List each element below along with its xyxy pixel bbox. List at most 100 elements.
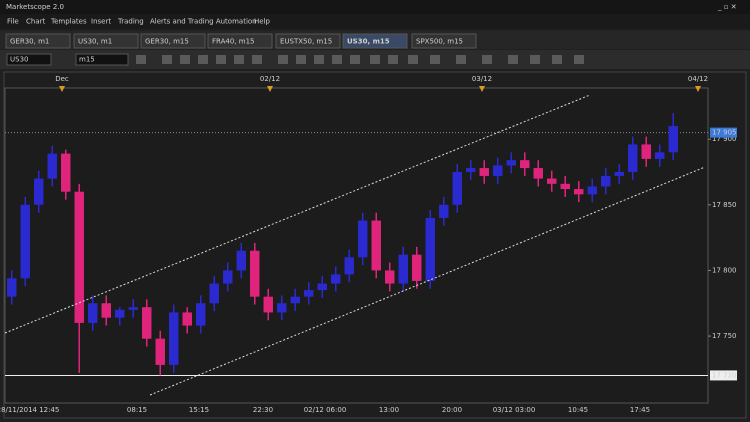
x-tick-label: 20:00 — [442, 406, 462, 414]
tab-label: EUSTX50, m15 — [280, 38, 332, 46]
tab-label: US30, m1 — [78, 38, 112, 46]
tab[interactable] — [275, 33, 341, 49]
candle-body — [560, 183, 570, 190]
candle-body — [263, 296, 273, 313]
timeframe-select[interactable] — [75, 53, 129, 66]
date-label: 02/12 — [260, 75, 280, 83]
window-title: Marketscope 2.0 — [6, 3, 64, 11]
tab[interactable] — [411, 33, 477, 49]
candle-body — [574, 189, 584, 195]
candle-body — [74, 191, 84, 323]
candle-body — [169, 312, 179, 365]
title-bar — [0, 0, 750, 14]
menu-item[interactable]: Insert — [91, 18, 111, 26]
candle-body — [209, 283, 219, 304]
tab[interactable] — [73, 33, 139, 49]
candle-body — [520, 160, 530, 169]
tab-label: GER30, m1 — [10, 38, 49, 46]
tab-label: GER30, m15 — [145, 38, 189, 46]
candle-body — [655, 152, 665, 159]
candle-body — [250, 250, 260, 297]
candle-body — [587, 186, 597, 195]
y-tick-label: 17 800 — [712, 266, 737, 274]
candle-body — [412, 254, 422, 281]
menu-item[interactable]: Chart — [26, 18, 45, 26]
level-label: 17 720 — [712, 371, 737, 379]
last-price-tag — [710, 127, 737, 138]
toolbar-buttons[interactable] — [136, 55, 584, 64]
candle-body — [142, 307, 152, 339]
candle-body — [47, 153, 57, 179]
x-tick-label: 17:45 — [630, 406, 650, 414]
candle-body — [506, 160, 516, 166]
tab[interactable] — [140, 33, 206, 49]
date-label: Dec — [55, 75, 69, 83]
symbol-select[interactable] — [6, 53, 52, 66]
candle-body — [304, 290, 314, 297]
x-tick-label: 22:30 — [253, 406, 273, 414]
candle-body — [628, 144, 638, 172]
symbol: US30 — [10, 56, 28, 64]
y-tick-label: 17 750 — [712, 332, 737, 340]
date-label: 04/12 — [688, 75, 708, 83]
x-tick-label: 15:15 — [189, 406, 209, 414]
x-tick-label: 13:00 — [379, 406, 399, 414]
candle-body — [196, 303, 206, 326]
candle-body — [317, 283, 327, 291]
date-marker — [479, 86, 485, 92]
x-tick-label: 03/12 03:00 — [493, 406, 536, 414]
candle-body — [533, 168, 543, 179]
x-tick-label: 02/12 06:00 — [304, 406, 347, 414]
tab-label: SPX500, m15 — [416, 38, 463, 46]
candle-body — [344, 257, 354, 275]
candle-body — [547, 178, 557, 184]
x-tick-label: 08:15 — [127, 406, 147, 414]
candle-body — [101, 303, 111, 318]
candle-body — [601, 175, 611, 187]
candle-body — [290, 296, 300, 304]
channel-upper — [4, 94, 591, 334]
y-tick-label: 17 850 — [712, 201, 737, 209]
candle-body — [398, 254, 408, 284]
x-tick-label: 28/11/2014 12:45 — [0, 406, 59, 414]
date-marker — [267, 86, 273, 92]
timeframe: m15 — [79, 56, 95, 64]
candle-body — [7, 278, 17, 297]
candle-body — [331, 274, 341, 284]
candle-body — [371, 220, 381, 271]
candle-body — [614, 172, 624, 176]
candle-body — [236, 250, 246, 271]
menu-item[interactable]: Trading — [117, 18, 144, 26]
menu-item[interactable]: Templates — [50, 18, 87, 26]
candle-body — [668, 126, 678, 153]
x-tick-label: 10:45 — [568, 406, 588, 414]
candle-body — [61, 153, 71, 192]
candle-body — [277, 303, 287, 313]
window-controls[interactable]: _ ▫ ✕ — [717, 3, 737, 11]
candle-body — [452, 172, 462, 205]
menu-item[interactable]: File — [7, 18, 19, 26]
candle-body — [155, 338, 165, 365]
candle-body — [128, 307, 138, 310]
menu-bar — [0, 14, 750, 29]
date-marker — [59, 86, 65, 92]
candle-body — [115, 309, 125, 318]
last-price-label: 17 905 — [712, 129, 737, 137]
candle-body — [479, 168, 489, 176]
candle-body — [439, 204, 449, 218]
channel-lower — [149, 166, 706, 396]
level-tag — [710, 370, 737, 381]
date-marker — [695, 86, 701, 92]
tab[interactable] — [342, 33, 408, 49]
menu-item[interactable]: Alerts and Trading Automation — [150, 18, 257, 26]
tab[interactable] — [5, 33, 71, 49]
date-label: 03/12 — [472, 75, 492, 83]
plot-area — [4, 87, 709, 404]
candle-body — [358, 220, 368, 258]
menu-item[interactable]: Help — [254, 18, 271, 26]
candle-body — [425, 217, 435, 281]
candle-body — [385, 270, 395, 284]
candle-body — [641, 144, 651, 159]
tab[interactable] — [207, 33, 273, 49]
